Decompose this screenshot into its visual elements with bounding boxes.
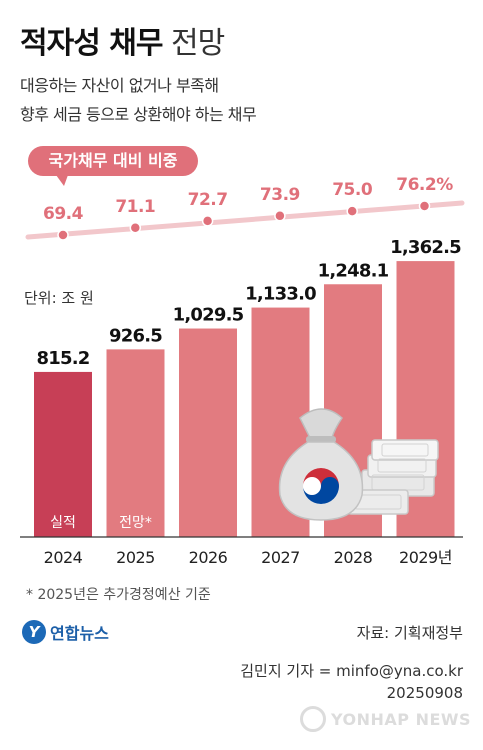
money-bag-icon: [278, 408, 364, 521]
ratio-line-layer: 69.4 71.1 72.7 73.9 75.0 76.2%: [25, 175, 465, 241]
bar-value-label: 1,362.5: [390, 237, 461, 258]
subtitle-line-1: 대응하는 자산이 없거나 부족해: [20, 76, 219, 95]
footnote: * 2025년은 추가경정예산 기준: [26, 587, 211, 603]
ratio-value-label: 75.0: [332, 180, 373, 200]
ratio-value-label: 72.7: [188, 190, 228, 210]
unit-label: 단위: 조 원: [24, 289, 94, 307]
x-tick-label: 2027: [261, 548, 300, 567]
subtitle-line-2: 향후 세금 등으로 상환해야 하는 채무: [20, 105, 257, 124]
x-tick-label: 2028: [334, 548, 373, 567]
reporter-credit: 김민지 기자 = minfo@yna.co.kr: [240, 662, 463, 680]
ratio-series-label: 국가채무 대비 비중: [28, 146, 198, 186]
logo-text: 연합뉴스: [50, 624, 109, 643]
watermark-logo-icon: [300, 706, 326, 732]
yonhap-logo: Y 연합뉴스: [22, 618, 109, 646]
ratio-value-label: 73.9: [260, 185, 300, 205]
bar-2024: [34, 371, 92, 537]
ratio-point: [129, 222, 142, 234]
title-light: 전망: [171, 26, 225, 61]
ratio-point: [201, 215, 214, 227]
x-tick-label: 2029년: [399, 548, 452, 567]
x-tick-label: 2024: [44, 548, 83, 567]
yonhap-logo-icon: Y: [22, 620, 46, 644]
bar-value-label: 1,248.1: [318, 260, 389, 281]
ratio-line: [25, 200, 465, 240]
ratio-value-label: 76.2%: [396, 175, 453, 195]
publish-date: 20250908: [386, 684, 463, 702]
chart-title: 적자성 채무 전망: [20, 18, 225, 62]
bar-annotation: 실적: [50, 515, 76, 531]
bar-annotation: 전망*: [119, 515, 152, 531]
x-tick-label: 2026: [189, 548, 228, 567]
ratio-point: [57, 229, 69, 241]
bar-2025: [106, 349, 165, 537]
ratio-value-label: 69.4: [43, 204, 84, 224]
x-tick-label: 2025: [116, 548, 155, 567]
bar-value-label: 1,029.5: [173, 305, 244, 326]
bar-2026: [179, 328, 237, 537]
ratio-point: [346, 205, 358, 217]
bar-value-label: 1,133.0: [245, 284, 316, 305]
money-illustration: [278, 408, 439, 521]
source-note: 자료: 기획재정부: [356, 624, 463, 642]
bar-value-label: 926.5: [109, 325, 162, 346]
watermark-text: YONHAP NEWS: [331, 709, 472, 729]
bar-value-label: 815.2: [37, 348, 90, 369]
ratio-point: [274, 210, 286, 222]
cash-stack-icon: [347, 439, 439, 515]
ratio-value-label: 71.1: [115, 197, 155, 217]
title-bold: 적자성 채무: [20, 26, 163, 61]
watermark: YONHAP NEWS: [300, 706, 471, 732]
bar-layer: 815.2 2024 실적 926.5 2025 전망* 1,029.5 2026 1,133.…: [34, 237, 462, 567]
ratio-point: [418, 200, 431, 212]
